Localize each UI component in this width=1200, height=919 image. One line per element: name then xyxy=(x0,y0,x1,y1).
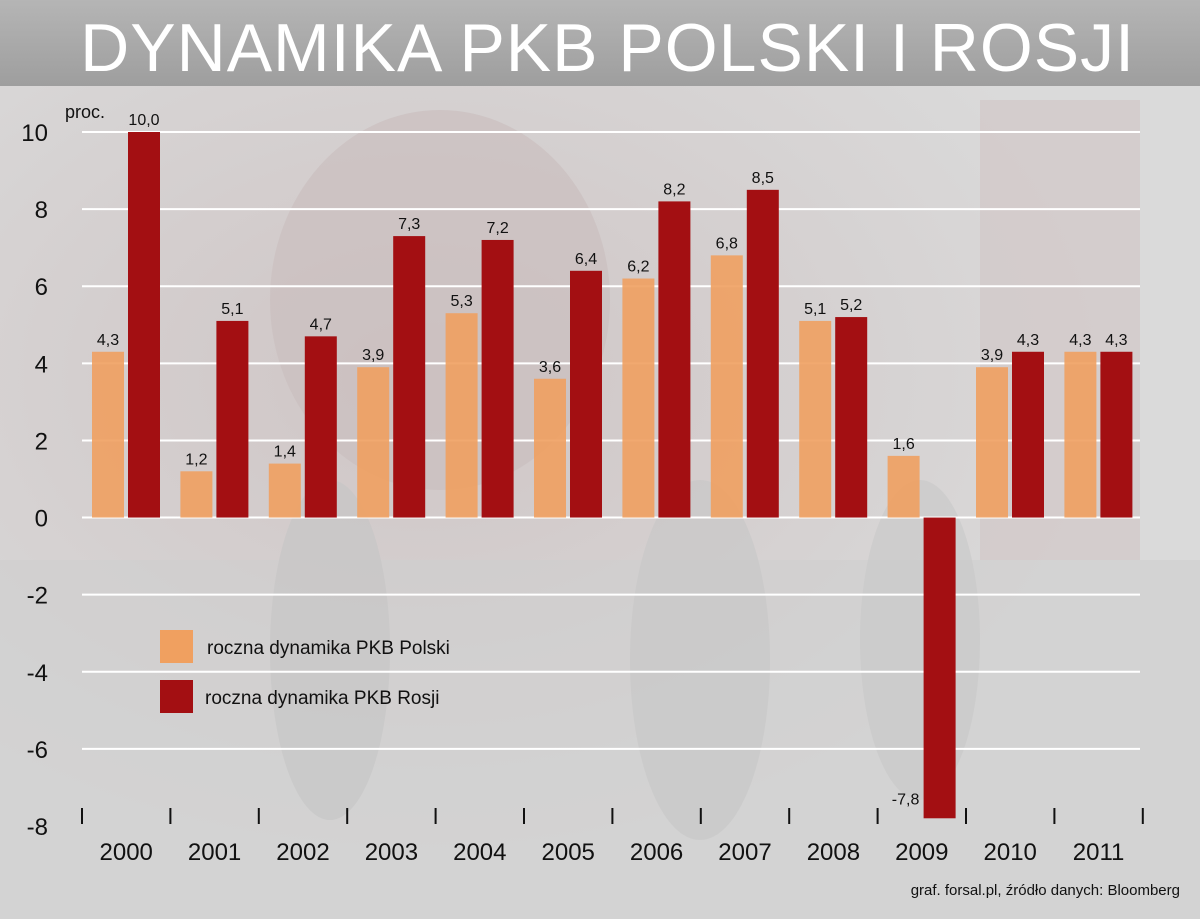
bar-poland-2011 xyxy=(1064,351,1097,518)
data-label: 10,0 xyxy=(128,112,159,129)
data-label: 3,6 xyxy=(539,359,561,376)
x-tick-label: 2006 xyxy=(630,839,683,866)
bar-poland-2004 xyxy=(445,313,478,518)
data-label: 1,4 xyxy=(274,444,296,461)
x-tick-label: 2007 xyxy=(718,839,771,866)
data-label: 8,2 xyxy=(663,181,685,198)
legend-label-poland: roczna dynamika PKB Polski xyxy=(207,638,450,659)
bar-russia-2005 xyxy=(570,270,602,518)
y-tick-label: 4 xyxy=(35,351,48,378)
bar-poland-2009 xyxy=(887,455,920,518)
bar-poland-2002 xyxy=(268,463,301,518)
data-label: 5,1 xyxy=(221,301,243,318)
data-label: 8,5 xyxy=(752,170,774,187)
data-label: 7,2 xyxy=(486,220,508,237)
y-tick-label: 10 xyxy=(21,120,48,147)
title-bar: DYNAMIKA PKB POLSKI I ROSJI xyxy=(0,0,1200,86)
bar-russia-2002 xyxy=(304,336,337,518)
data-label: 1,6 xyxy=(892,436,914,453)
data-label: 4,3 xyxy=(1069,332,1091,349)
data-label: -7,8 xyxy=(892,791,920,808)
bar-poland-2000 xyxy=(92,351,124,518)
y-tick-label: -8 xyxy=(27,814,48,841)
x-tick-label: 2000 xyxy=(100,839,153,866)
axis-layer: 10 8 6 4 2 0 -2 -4 -6 -8 2000 2001 2002 2003 2004 2005 2… xyxy=(21,120,1144,866)
x-tick-label: 2011 xyxy=(1073,839,1125,866)
y-tick-label: 2 xyxy=(35,428,48,455)
x-tick-label: 2003 xyxy=(365,839,418,866)
bar-russia-2006 xyxy=(658,201,691,518)
x-tick-label: 2005 xyxy=(542,839,595,866)
data-label: 4,7 xyxy=(310,316,332,333)
y-tick-label: -4 xyxy=(27,660,48,687)
y-tick-label: -2 xyxy=(27,583,48,610)
x-tick-label: 2008 xyxy=(807,839,860,866)
data-label: 7,3 xyxy=(398,216,420,233)
y-tick-label: -6 xyxy=(27,737,48,764)
y-tick-label: 6 xyxy=(35,274,48,301)
data-label: 5,1 xyxy=(804,301,826,318)
data-label: 4,3 xyxy=(97,332,119,349)
source-note: graf. forsal.pl, źródło danych: Bloomber… xyxy=(910,882,1180,899)
legend: roczna dynamika PKB Polski roczna dynami… xyxy=(160,630,450,713)
bar-poland-2005 xyxy=(534,378,566,518)
data-label: 3,9 xyxy=(362,347,384,364)
legend-swatch-russia xyxy=(160,680,193,713)
bar-russia-2011 xyxy=(1100,351,1133,518)
y-tick-label: 0 xyxy=(35,506,48,533)
data-label: 6,8 xyxy=(716,235,738,252)
bar-poland-2010 xyxy=(976,367,1008,518)
bar-russia-2000 xyxy=(128,132,160,518)
y-tick-label: 8 xyxy=(35,197,48,224)
y-axis-unit-label: proc. xyxy=(65,102,105,122)
bar-russia-2007 xyxy=(746,189,779,518)
bar-russia-2008 xyxy=(835,317,868,518)
bar-poland-2007 xyxy=(710,255,743,518)
bar-russia-2004 xyxy=(481,239,514,518)
data-label: 1,2 xyxy=(185,451,207,468)
bar-poland-2008 xyxy=(799,320,832,518)
bar-poland-2001 xyxy=(180,471,213,518)
grid-layer xyxy=(82,131,1140,750)
bar-russia-2009 xyxy=(923,517,956,819)
data-label: 3,9 xyxy=(981,347,1003,364)
bar-russia-2010 xyxy=(1012,351,1044,518)
x-tick-label: 2004 xyxy=(453,839,506,866)
x-tick-label: 2010 xyxy=(984,839,1037,866)
bar-poland-2006 xyxy=(622,278,655,518)
legend-swatch-poland xyxy=(160,630,193,663)
data-label: 4,3 xyxy=(1017,332,1039,349)
data-label: 6,4 xyxy=(575,251,597,268)
bar-russia-2003 xyxy=(393,236,426,518)
data-label: 6,2 xyxy=(627,259,649,276)
x-tick-label: 2002 xyxy=(276,839,329,866)
bar-poland-2003 xyxy=(357,367,390,518)
x-tick-label: 2009 xyxy=(895,839,948,866)
x-tick-label: 2001 xyxy=(188,839,241,866)
data-labels-layer: 4,3 10,0 1,2 5,1 1,4 4,7 3,9 7,3 5,3 7,2 3,6 6,4 6,2… xyxy=(97,112,1128,808)
data-label: 5,3 xyxy=(450,293,472,310)
legend-label-russia: roczna dynamika PKB Rosji xyxy=(205,688,439,709)
data-label: 4,3 xyxy=(1105,332,1127,349)
bar-russia-2001 xyxy=(216,320,249,518)
data-label: 5,2 xyxy=(840,297,862,314)
bars-layer xyxy=(92,132,1133,819)
chart-title: DYNAMIKA PKB POLSKI I ROSJI xyxy=(80,10,1135,86)
